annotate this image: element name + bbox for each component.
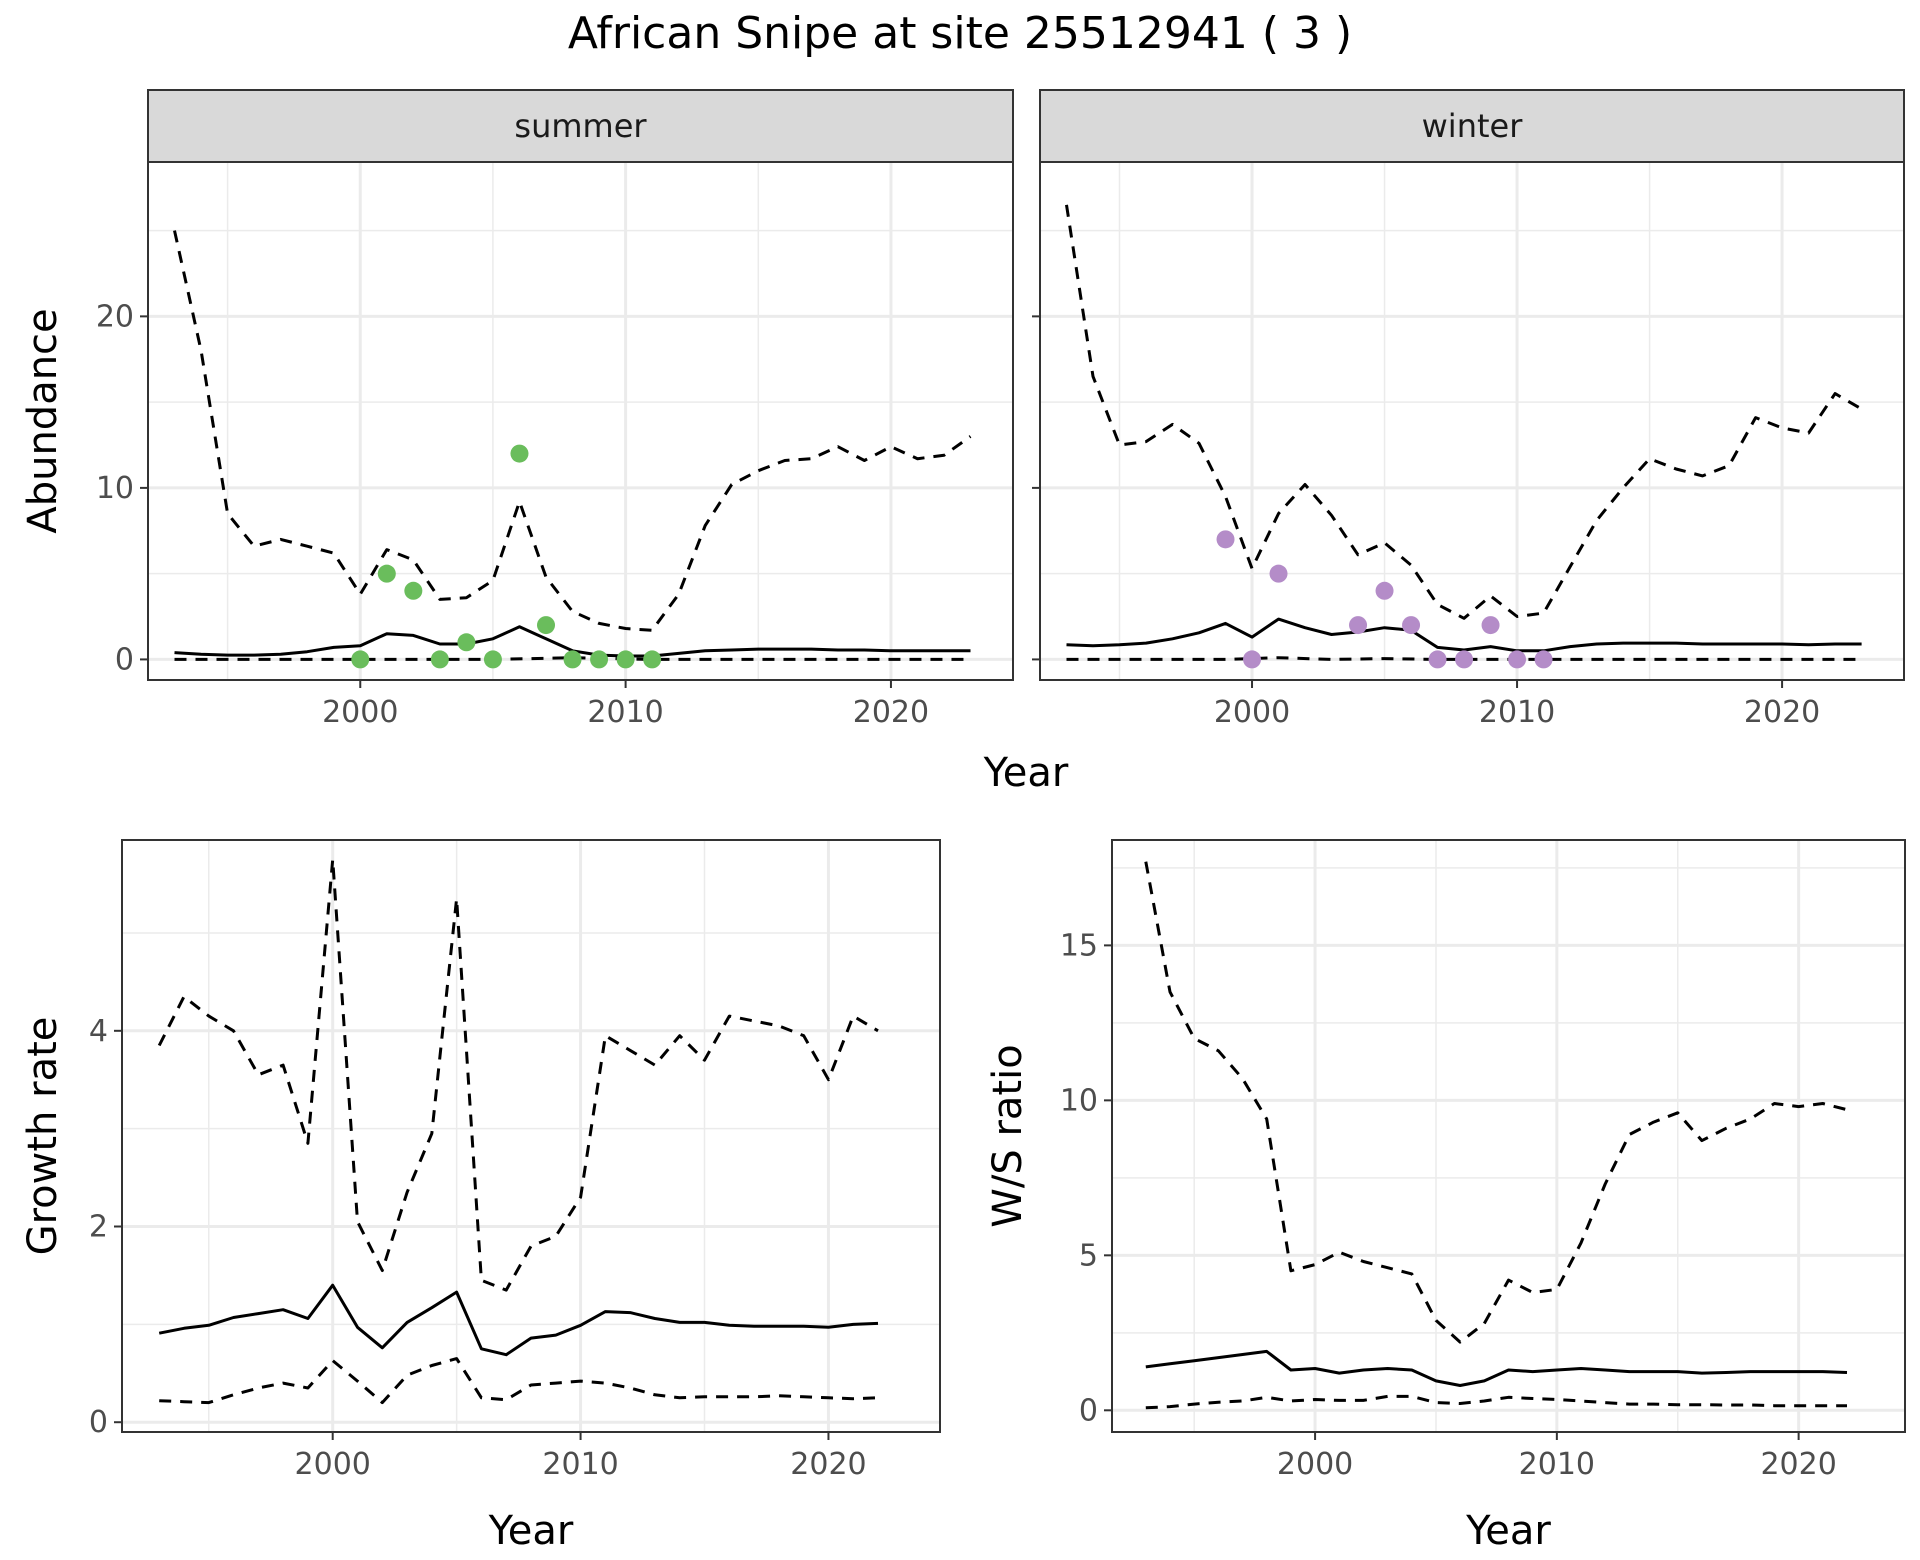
abundance-winter-observation-point bbox=[1349, 616, 1368, 635]
abundance-winter-observation-point bbox=[1216, 530, 1235, 549]
abundance-winter-series-bound-line-1 bbox=[1065, 204, 1863, 620]
growth-rate-series-bound-line-2 bbox=[159, 1357, 879, 1405]
panel-border bbox=[1111, 839, 1906, 1433]
x-tick-label: 2010 bbox=[587, 695, 663, 730]
abundance-summer-observation-point bbox=[404, 581, 423, 600]
growth-rate-panel: 2000 2010 2020 0 2 4 Year Growth rate bbox=[20, 839, 941, 1554]
ws-ratio-panel: 2000 2010 2020 0 5 10 15 Year W/S ratio bbox=[985, 839, 1906, 1554]
facet-strip-label: winter bbox=[1422, 107, 1524, 145]
abundance-summer-observation-point bbox=[563, 650, 582, 669]
y-tick-label: 2 bbox=[89, 1210, 108, 1245]
growth-rate-series-estimate-line bbox=[158, 1283, 879, 1357]
plot-background bbox=[122, 840, 940, 1432]
abundance-winter-observation-point bbox=[1455, 650, 1474, 669]
x-axis-title: Year bbox=[488, 1508, 574, 1554]
y-tick-label: 15 bbox=[1060, 928, 1098, 963]
abundance-summer-panel: summer 2000 2010 2020 0 10 20 Abundance bbox=[20, 89, 1014, 730]
abundance-summer-observation-point bbox=[351, 650, 370, 669]
ws-ratio-series-bound-line-1 bbox=[1144, 861, 1848, 1344]
abundance-summer-observation-point bbox=[590, 650, 609, 669]
x-tick-label: 2020 bbox=[1760, 1447, 1836, 1482]
abundance-winter-observation-point bbox=[1534, 650, 1553, 669]
y-axis-title: Growth rate bbox=[20, 1017, 66, 1256]
y-axis-title: Abundance bbox=[20, 308, 66, 533]
y-tick-label: 0 bbox=[115, 642, 134, 677]
abundance-winter-observation-point bbox=[1428, 650, 1447, 669]
abundance-summer-observation-point bbox=[483, 650, 502, 669]
panel-border bbox=[121, 839, 941, 1433]
abundance-winter-observation-point bbox=[1508, 650, 1527, 669]
x-tick-label: 2000 bbox=[295, 1447, 371, 1482]
facet-strip bbox=[1039, 89, 1905, 163]
x-tick-label: 2000 bbox=[322, 695, 398, 730]
x-tick-label: 2010 bbox=[1519, 1447, 1595, 1482]
x-tick-label: 2000 bbox=[1214, 695, 1290, 730]
abundance-winter-observation-point bbox=[1375, 581, 1394, 600]
y-tick-label: 5 bbox=[1079, 1238, 1098, 1273]
growth-rate-series-bound-line-1 bbox=[157, 858, 879, 1292]
abundance-winter-observation-point bbox=[1402, 616, 1421, 635]
y-tick-label: 0 bbox=[1079, 1393, 1098, 1428]
abundance-summer-observation-point bbox=[430, 650, 449, 669]
abundance-summer-observation-point bbox=[510, 444, 529, 463]
plot-background bbox=[148, 162, 1013, 680]
x-axis-title: Year bbox=[1465, 1508, 1551, 1554]
facet-strip-label: summer bbox=[514, 107, 647, 145]
abundance-winter-observation-point bbox=[1269, 564, 1288, 583]
y-axis-title: W/S ratio bbox=[985, 1044, 1031, 1227]
x-tick-label: 2020 bbox=[1744, 695, 1820, 730]
plot-background bbox=[1112, 840, 1905, 1432]
abundance-summer-series-bound-line-2 bbox=[174, 656, 971, 661]
x-tick-label: 2010 bbox=[542, 1447, 618, 1482]
abundance-summer-observation-point bbox=[457, 633, 476, 652]
x-tick-label: 2020 bbox=[853, 695, 929, 730]
abundance-winter-series-bound-line-2 bbox=[1066, 656, 1862, 661]
x-axis-title-top: Year bbox=[983, 750, 1069, 796]
abundance-winter-panel: winter 2000 2010 2020 bbox=[1032, 89, 1905, 730]
abundance-winter-series-estimate-line bbox=[1066, 617, 1862, 653]
y-tick-label: 10 bbox=[1060, 1083, 1098, 1118]
ws-ratio-series-estimate-line bbox=[1145, 1349, 1848, 1387]
x-tick-label: 2010 bbox=[1479, 695, 1555, 730]
abundance-winter-observation-point bbox=[1481, 616, 1500, 635]
abundance-summer-observation-point bbox=[616, 650, 635, 669]
y-tick-label: 20 bbox=[96, 299, 134, 334]
y-tick-label: 10 bbox=[96, 471, 134, 506]
y-tick-label: 0 bbox=[89, 1405, 108, 1440]
plot-background bbox=[1040, 162, 1904, 680]
y-tick-label: 4 bbox=[89, 1014, 108, 1049]
abundance-winter-observation-point bbox=[1243, 650, 1262, 669]
x-tick-label: 2000 bbox=[1277, 1447, 1353, 1482]
figure-title: African Snipe at site 25512941 ( 3 ) bbox=[567, 8, 1353, 59]
x-tick-label: 2020 bbox=[790, 1447, 866, 1482]
facet-strip bbox=[147, 89, 1014, 163]
abundance-summer-observation-point bbox=[537, 616, 556, 635]
abundance-summer-observation-point bbox=[377, 564, 396, 583]
abundance-summer-observation-point bbox=[643, 650, 662, 669]
abundance-summer-series-bound-line-1 bbox=[173, 230, 972, 632]
